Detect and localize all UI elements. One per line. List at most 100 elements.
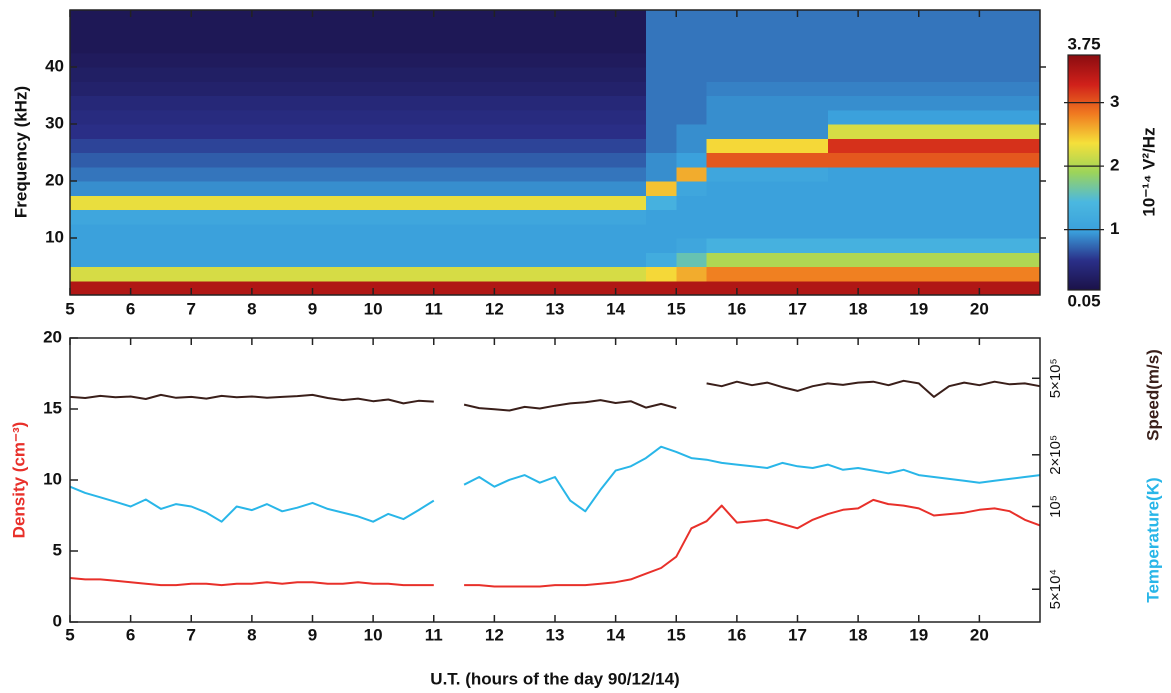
heatmap-cell xyxy=(645,181,677,196)
heatmap-cell xyxy=(251,181,283,196)
heatmap-cell xyxy=(676,95,708,111)
heatmap-cell xyxy=(767,266,798,282)
heatmap-cell xyxy=(100,181,132,196)
heatmap-cell xyxy=(767,238,798,253)
heatmap-cell xyxy=(949,223,980,239)
heatmap-cell xyxy=(706,24,738,39)
heatmap-cell xyxy=(979,124,1011,139)
heatmap-cell xyxy=(736,166,768,182)
heatmap-cell xyxy=(494,109,526,125)
heatmap-cell xyxy=(373,67,404,82)
heatmap-cell xyxy=(858,124,889,139)
heatmap-cell xyxy=(888,195,920,210)
heatmap-cell xyxy=(918,24,950,39)
heatmap-cell xyxy=(676,238,708,253)
x-tick-label: 8 xyxy=(247,625,256,644)
heatmap-cell xyxy=(676,24,708,39)
heatmap-cell xyxy=(585,109,617,125)
heatmap-cell xyxy=(251,252,283,267)
heatmap-cell xyxy=(979,209,1011,225)
heatmap-cell xyxy=(1009,223,1041,239)
heatmap-cell xyxy=(1009,81,1041,96)
heatmap-cell xyxy=(706,209,738,225)
heatmap-cell xyxy=(342,38,374,54)
heatmap-cell xyxy=(949,38,980,54)
heatmap-cell xyxy=(555,109,586,125)
heatmap-cell xyxy=(342,166,374,182)
heatmap-cell xyxy=(312,209,344,225)
heatmap-cell xyxy=(160,181,192,196)
heatmap-cell xyxy=(191,67,223,82)
heatmap-cell xyxy=(160,67,192,82)
heatmap-cell xyxy=(736,181,768,196)
heatmap-cell xyxy=(615,81,647,96)
heatmap-cell xyxy=(767,280,798,296)
heatmap-cell xyxy=(736,52,768,68)
heatmap-cell xyxy=(70,124,101,139)
y-tick-label-right: 10⁵ xyxy=(1047,495,1064,518)
heatmap-cell xyxy=(524,109,556,125)
heatmap-cell xyxy=(645,24,677,39)
heatmap-cell xyxy=(888,223,920,239)
heatmap-cell xyxy=(251,95,283,111)
heatmap-cell xyxy=(100,124,132,139)
x-tick-label: 8 xyxy=(247,299,256,318)
heatmap-cell xyxy=(676,181,708,196)
heatmap-cell xyxy=(797,52,829,68)
heatmap-cell xyxy=(797,109,829,125)
heatmap-cell xyxy=(191,109,223,125)
heatmap-cell xyxy=(494,124,526,139)
heatmap-cell xyxy=(130,52,162,68)
heatmap-cell xyxy=(827,181,859,196)
heatmap-cell xyxy=(312,67,344,82)
heatmap-cell xyxy=(403,152,435,168)
heatmap-cell xyxy=(403,238,435,253)
heatmap-cell xyxy=(858,223,889,239)
heatmap-cell xyxy=(373,81,404,96)
heatmap-cell xyxy=(282,109,313,125)
heatmap-cell xyxy=(888,95,920,111)
x-tick-label: 16 xyxy=(727,299,746,318)
heatmap-cell xyxy=(494,280,526,296)
heatmap-cell xyxy=(464,152,495,168)
x-tick-label: 12 xyxy=(485,625,504,644)
heatmap-cell xyxy=(888,81,920,96)
heatmap-cell xyxy=(918,152,950,168)
heatmap-cell xyxy=(858,209,889,225)
heatmap-cell xyxy=(130,81,162,96)
heatmap-cell xyxy=(221,152,253,168)
heatmap-cell xyxy=(160,138,192,153)
heatmap-cell xyxy=(736,24,768,39)
heatmap-cell xyxy=(312,52,344,68)
heatmap-cell xyxy=(797,152,829,168)
heatmap-cell xyxy=(70,24,101,39)
heatmap-cell xyxy=(312,181,344,196)
heatmap-cell xyxy=(100,152,132,168)
heatmap-cell xyxy=(676,252,708,267)
heatmap-cell xyxy=(585,138,617,153)
heatmap-cell xyxy=(979,52,1011,68)
heatmap-cell xyxy=(70,266,101,282)
heatmap-cell xyxy=(827,38,859,54)
y-axis-label: Frequency (kHz) xyxy=(11,86,30,218)
heatmap-cell xyxy=(797,10,829,25)
heatmap-cell xyxy=(555,124,586,139)
heatmap-cell xyxy=(615,195,647,210)
heatmap-cell xyxy=(221,280,253,296)
heatmap-cell xyxy=(949,124,980,139)
heatmap-cell xyxy=(221,223,253,239)
heatmap-cell xyxy=(373,195,404,210)
heatmap-cell xyxy=(160,109,192,125)
heatmap-cell xyxy=(736,280,768,296)
heatmap-cell xyxy=(555,67,586,82)
heatmap-cell xyxy=(221,38,253,54)
heatmap-cell xyxy=(585,81,617,96)
heatmap-cell xyxy=(221,124,253,139)
heatmap-cell xyxy=(312,280,344,296)
heatmap-cell xyxy=(100,223,132,239)
heatmap-cell xyxy=(736,209,768,225)
y-tick-label: 40 xyxy=(45,56,64,75)
heatmap-cell xyxy=(979,152,1011,168)
heatmap-cell xyxy=(767,10,798,25)
